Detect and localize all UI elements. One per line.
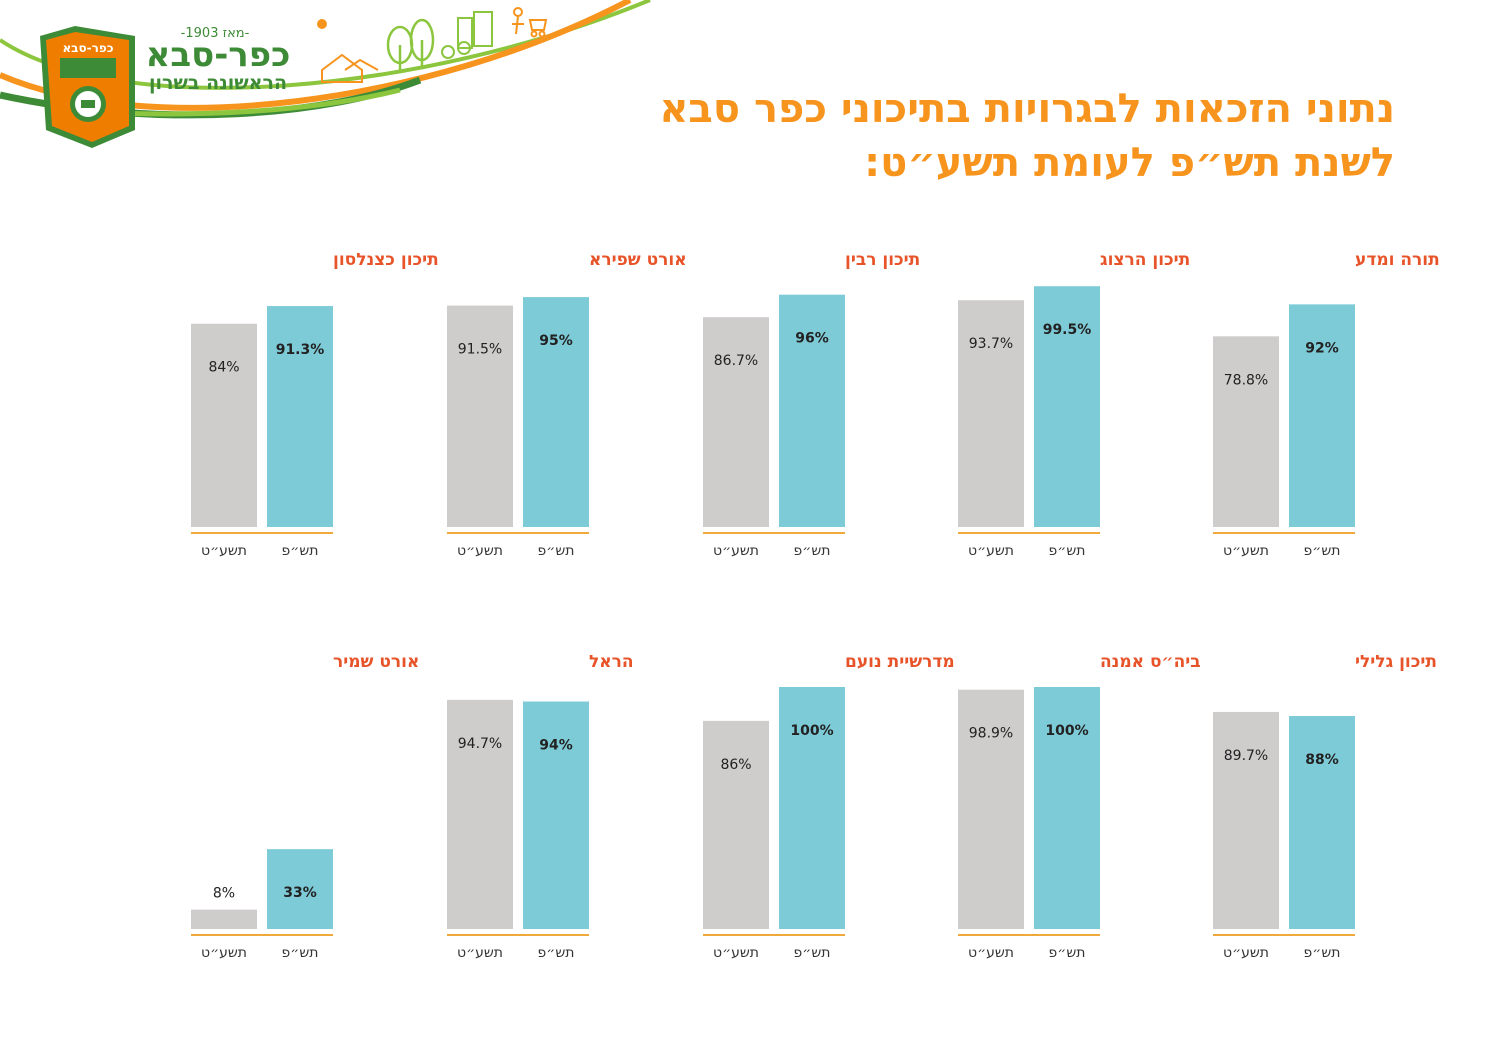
value-label-curr: 33% bbox=[283, 885, 317, 901]
value-label-prev: 89.7% bbox=[1224, 748, 1268, 764]
header-banner: -מאז 1903- כפר-סבא הראשונה בשרון כפר-סבא bbox=[0, 0, 651, 148]
school-chart: תיכון גלילי 89.7% תשע״ט 88% תש״פ bbox=[1213, 652, 1437, 961]
school-title: הראל bbox=[589, 652, 634, 672]
category-label: תש״פ bbox=[282, 945, 319, 961]
school-chart: אורט שמיר 8% תשע״ט 33% תש״פ bbox=[191, 652, 419, 961]
bar-curr-year bbox=[523, 701, 589, 929]
school-title: תיכון כצנלסון bbox=[333, 250, 439, 270]
page-title-line-2: לשנת תש״פ לעומת תשע״ט: bbox=[864, 140, 1395, 186]
logo-since: -מאז 1903- bbox=[181, 26, 250, 41]
bar-curr-year bbox=[1289, 304, 1355, 527]
category-label: תשע״ט bbox=[713, 945, 759, 961]
value-label-curr: 94% bbox=[539, 738, 573, 754]
school-chart: מדרשיית נועם 86% תשע״ט 100% תש״פ bbox=[703, 652, 955, 961]
buildings-icon bbox=[457, 11, 493, 49]
logo-tagline: הראשונה בשרון bbox=[149, 72, 287, 94]
school-title: תיכון רבין bbox=[845, 250, 920, 270]
value-label-curr: 99.5% bbox=[1043, 322, 1092, 338]
bar-curr-year bbox=[779, 294, 845, 527]
category-label: תש״פ bbox=[538, 543, 575, 559]
value-label-prev: 94.7% bbox=[458, 736, 502, 752]
value-label-curr: 100% bbox=[1045, 723, 1088, 739]
value-label-curr: 88% bbox=[1305, 752, 1339, 768]
bar-curr-year bbox=[779, 687, 845, 929]
school-title: תיכון הרצוג bbox=[1100, 250, 1190, 270]
category-label: תשע״ט bbox=[457, 543, 503, 559]
bar-curr-year bbox=[1289, 716, 1355, 929]
value-label-curr: 92% bbox=[1305, 340, 1339, 356]
badge-text: כפר-סבא bbox=[62, 41, 113, 55]
category-label: תש״פ bbox=[794, 543, 831, 559]
school-chart: תיכון כצנלסון 84% תשע״ט 91.3% תש״פ bbox=[191, 250, 439, 559]
school-chart: תורה ומדע 78.8% תשע״ט 92% תש״פ bbox=[1213, 250, 1440, 559]
school-chart: תיכון הרצוג 93.7% תשע״ט 99.5% תש״פ bbox=[958, 250, 1190, 559]
bar-curr-year bbox=[1034, 286, 1100, 527]
value-label-curr: 95% bbox=[539, 333, 573, 349]
bar-curr-year bbox=[267, 306, 333, 527]
trees-icon bbox=[386, 18, 435, 72]
bar-curr-year bbox=[523, 297, 589, 527]
category-label: תש״פ bbox=[1049, 945, 1086, 961]
category-label: תשע״ט bbox=[201, 945, 247, 961]
category-label: תשע״ט bbox=[968, 945, 1014, 961]
page-title-line-1: נתוני הזכאות לבגרויות בתיכוני כפר סבא bbox=[659, 86, 1395, 132]
category-label: תשע״ט bbox=[1223, 543, 1269, 559]
page-title: נתוני הזכאות לבגרויות בתיכוני כפר סבא לש… bbox=[495, 82, 1395, 190]
category-label: תשע״ט bbox=[968, 543, 1014, 559]
bar-prev-year bbox=[958, 300, 1024, 527]
school-title: תיכון גלילי bbox=[1355, 652, 1437, 672]
value-label-prev: 86.7% bbox=[714, 353, 758, 369]
bar-curr-year bbox=[267, 849, 333, 929]
school-title: מדרשיית נועם bbox=[845, 652, 955, 672]
bar-prev-year bbox=[191, 323, 257, 527]
school-chart: ביה״ס אמנה 98.9% תשע״ט 100% תש״פ bbox=[958, 652, 1201, 961]
value-label-curr: 91.3% bbox=[276, 342, 325, 358]
category-label: תש״פ bbox=[1304, 543, 1341, 559]
category-label: תשע״ט bbox=[201, 543, 247, 559]
category-label: תשע״ט bbox=[457, 945, 503, 961]
value-label-curr: 100% bbox=[790, 723, 833, 739]
value-label-prev: 98.9% bbox=[969, 726, 1013, 742]
value-label-prev: 91.5% bbox=[458, 342, 502, 358]
family-icon bbox=[512, 7, 548, 38]
school-title: אורט שפירא bbox=[589, 250, 687, 270]
bar-prev-year bbox=[1213, 711, 1279, 929]
value-label-prev: 93.7% bbox=[969, 336, 1013, 352]
category-label: תש״פ bbox=[1049, 543, 1086, 559]
school-chart: הראל 94.7% תשע״ט 94% תש״פ bbox=[447, 652, 634, 961]
bar-prev-year bbox=[703, 317, 769, 527]
category-label: תש״פ bbox=[282, 543, 319, 559]
value-label-curr: 96% bbox=[795, 331, 829, 347]
school-title: תורה ומדע bbox=[1355, 250, 1440, 270]
bar-prev-year bbox=[191, 909, 257, 929]
category-label: תשע״ט bbox=[1223, 945, 1269, 961]
category-label: תש״פ bbox=[794, 945, 831, 961]
logo-name: כפר-סבא bbox=[146, 35, 291, 75]
school-title: ביה״ס אמנה bbox=[1100, 652, 1201, 672]
school-chart: תיכון רבין 86.7% תשע״ט 96% תש״פ bbox=[703, 250, 920, 559]
school-chart: אורט שפירא 91.5% תשע״ט 95% תש״פ bbox=[447, 250, 687, 559]
school-title: אורט שמיר bbox=[333, 652, 419, 672]
sun-icon bbox=[317, 19, 327, 29]
bar-prev-year bbox=[447, 699, 513, 929]
bar-curr-year bbox=[1034, 687, 1100, 929]
bar-prev-year bbox=[1213, 336, 1279, 527]
city-emblem: כפר-סבא bbox=[40, 26, 135, 148]
value-label-prev: 84% bbox=[208, 360, 239, 376]
value-label-prev: 8% bbox=[213, 886, 235, 902]
bar-prev-year bbox=[958, 689, 1024, 929]
value-label-prev: 86% bbox=[720, 757, 751, 773]
category-label: תשע״ט bbox=[713, 543, 759, 559]
category-label: תש״פ bbox=[538, 945, 575, 961]
value-label-prev: 78.8% bbox=[1224, 372, 1268, 388]
houses-icon bbox=[321, 53, 379, 83]
bar-prev-year bbox=[703, 720, 769, 929]
bar-prev-year bbox=[447, 305, 513, 527]
category-label: תש״פ bbox=[1304, 945, 1341, 961]
